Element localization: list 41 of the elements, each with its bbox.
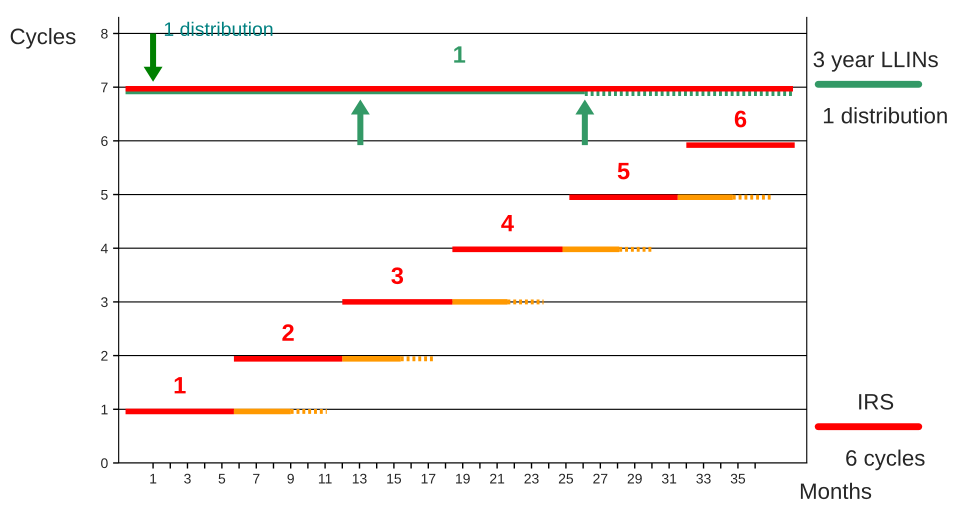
x-tick-label: 17 xyxy=(422,474,436,484)
annotation: 6 xyxy=(734,110,746,128)
annotation: 3 xyxy=(391,267,404,284)
annotation: 1 xyxy=(174,377,186,394)
x-axis-title: Months xyxy=(800,482,872,500)
text: 1 distribution xyxy=(824,107,947,124)
y-tick-label: 8 xyxy=(101,28,108,39)
x-tick-label: 35 xyxy=(730,474,746,484)
y-tick-label: 0 xyxy=(101,458,108,468)
x-tick-label: 9 xyxy=(287,474,294,484)
annotation: 5 xyxy=(618,162,630,180)
x-tick-label: 21 xyxy=(490,474,504,484)
x-tick-label: 5 xyxy=(218,474,226,484)
annotation: 1 xyxy=(454,46,466,63)
x-tick-label: 11 xyxy=(318,474,332,484)
x-tick-label: 1 xyxy=(150,474,156,484)
annotation: 2 xyxy=(282,324,294,341)
x-tick-label: 27 xyxy=(593,474,608,484)
x-tick-label: 3 xyxy=(184,474,191,484)
x-tick-label: 15 xyxy=(387,474,402,484)
y-tick-label: 5 xyxy=(101,190,108,200)
y-tick-label: 1 xyxy=(102,404,108,414)
x-tick-label: 29 xyxy=(628,474,642,484)
y-axis-title: Cycles xyxy=(10,28,76,49)
annotation: 1 distribution xyxy=(164,22,272,36)
y-tick-label: 6 xyxy=(101,136,108,146)
y-tick-label: 4 xyxy=(100,244,108,254)
y-tick-label: 2 xyxy=(101,350,108,361)
text: IRS xyxy=(859,394,894,410)
x-tick-label: 33 xyxy=(696,474,711,484)
x-tick-label: 7 xyxy=(253,474,260,484)
x-tick-label: 31 xyxy=(662,474,676,484)
x-tick-label: 13 xyxy=(352,474,367,484)
y-tick-label: 3 xyxy=(101,297,108,308)
x-tick-label: 23 xyxy=(524,474,539,484)
x-tick-label: 25 xyxy=(558,474,574,484)
x-tick-label: 19 xyxy=(456,474,470,484)
text: 6 cycles xyxy=(846,450,925,470)
annotation: 4 xyxy=(501,215,514,232)
text: 3 year LLINs xyxy=(814,52,938,72)
y-tick-label: 7 xyxy=(101,82,108,92)
